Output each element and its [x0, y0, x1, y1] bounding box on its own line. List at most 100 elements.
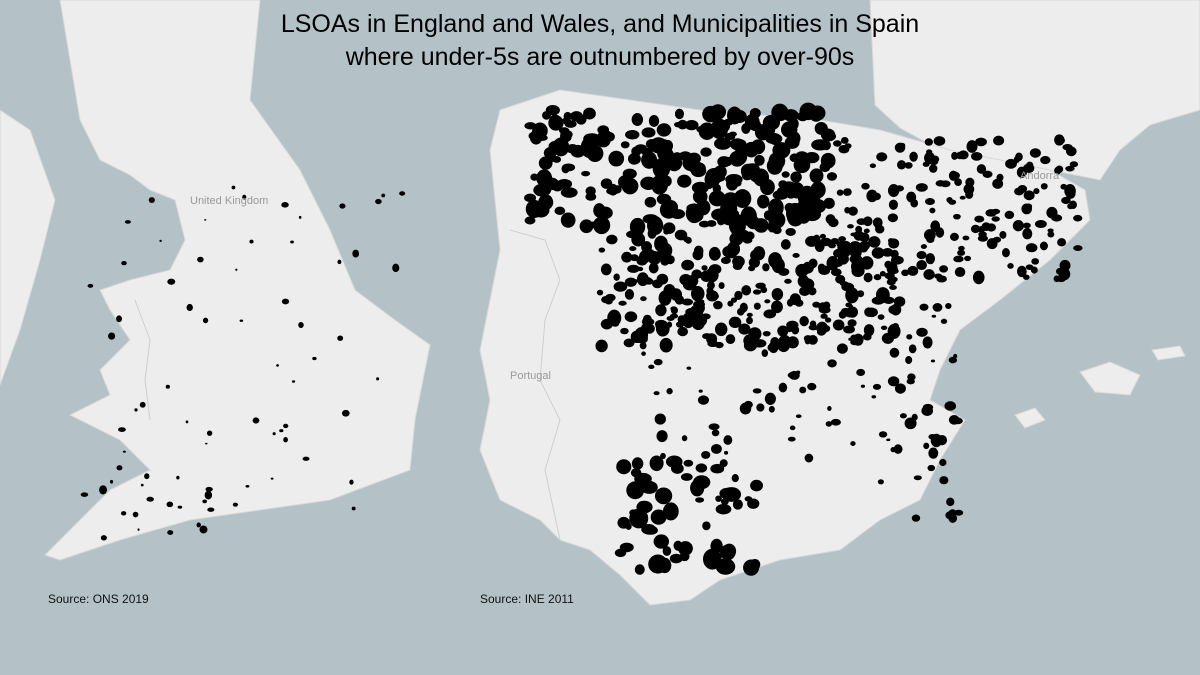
highlighted-area	[538, 156, 553, 170]
highlighted-area	[597, 125, 610, 135]
highlighted-area	[634, 144, 647, 152]
highlighted-area	[836, 241, 846, 248]
highlighted-area	[684, 119, 699, 131]
highlighted-area	[596, 289, 604, 296]
highlighted-area	[616, 459, 632, 475]
highlighted-area	[812, 234, 821, 244]
highlighted-area	[724, 450, 729, 455]
highlighted-area	[750, 479, 764, 492]
highlighted-area	[177, 505, 183, 509]
highlighted-area	[971, 152, 983, 161]
map-title: LSOAs in England and Wales, and Municipa…	[0, 8, 1200, 74]
highlighted-area	[629, 508, 649, 529]
highlighted-area	[948, 415, 960, 425]
highlighted-area	[910, 199, 919, 208]
highlighted-area	[732, 255, 745, 268]
highlighted-area	[352, 249, 360, 258]
highlighted-area	[784, 278, 792, 284]
highlighted-area	[186, 303, 193, 312]
highlighted-area	[747, 498, 760, 509]
highlighted-area	[647, 251, 662, 265]
highlighted-area	[564, 120, 577, 128]
highlighted-area	[717, 156, 731, 168]
highlighted-area	[877, 314, 885, 320]
highlighted-area	[1057, 238, 1067, 247]
highlighted-area	[639, 342, 647, 350]
highlighted-area	[1067, 203, 1074, 210]
highlighted-area	[281, 298, 290, 305]
highlighted-area	[920, 244, 928, 249]
highlighted-area	[242, 194, 247, 200]
highlighted-area	[148, 197, 155, 203]
highlighted-area	[167, 530, 174, 535]
highlighted-area	[771, 103, 789, 122]
highlighted-area	[946, 497, 955, 507]
highlighted-area	[976, 164, 987, 174]
highlighted-area	[752, 388, 762, 394]
highlighted-area	[585, 186, 596, 196]
highlighted-area	[232, 502, 239, 507]
highlighted-area	[881, 247, 894, 257]
highlighted-area	[756, 403, 765, 412]
highlighted-area	[958, 245, 965, 251]
highlighted-area	[399, 191, 406, 196]
highlighted-area	[764, 299, 771, 304]
highlighted-area	[715, 495, 722, 502]
highlighted-area	[876, 152, 888, 162]
highlighted-area	[167, 278, 176, 285]
highlighted-area	[945, 302, 952, 310]
highlighted-area	[351, 506, 356, 511]
highlighted-area	[614, 548, 627, 558]
highlighted-area	[913, 475, 922, 481]
highlighted-area	[882, 296, 895, 304]
highlighted-area	[892, 323, 900, 330]
highlighted-area	[595, 131, 611, 148]
highlighted-area	[991, 216, 1000, 222]
highlighted-area	[558, 127, 570, 134]
highlighted-area	[653, 391, 660, 396]
highlighted-area	[204, 219, 207, 221]
highlighted-area	[799, 315, 809, 327]
highlighted-area	[140, 483, 144, 487]
highlighted-area	[634, 564, 645, 575]
highlighted-area	[681, 435, 688, 442]
highlighted-area	[337, 335, 344, 341]
highlighted-area	[884, 272, 895, 280]
highlighted-area	[302, 456, 310, 461]
highlighted-area	[972, 270, 985, 285]
highlighted-area	[626, 481, 645, 500]
highlighted-area	[934, 273, 943, 279]
highlighted-area	[701, 450, 711, 459]
highlighted-area	[1034, 220, 1047, 229]
highlighted-area	[205, 442, 208, 445]
highlighted-area	[742, 236, 753, 244]
highlighted-area	[856, 218, 867, 226]
highlighted-area	[982, 170, 993, 178]
highlighted-area	[1040, 155, 1051, 165]
highlighted-area	[760, 286, 768, 294]
highlighted-area	[641, 351, 646, 356]
highlighted-area	[712, 183, 722, 194]
highlighted-area	[823, 325, 831, 332]
highlighted-area	[1023, 274, 1030, 280]
highlighted-area	[695, 497, 705, 503]
highlighted-area	[825, 214, 836, 225]
highlighted-area	[819, 233, 826, 239]
highlighted-area	[916, 259, 927, 271]
highlighted-area	[1016, 265, 1027, 278]
highlighted-area	[807, 338, 817, 344]
highlighted-area	[698, 122, 716, 140]
highlighted-area	[748, 327, 762, 341]
highlighted-area	[848, 241, 863, 256]
highlighted-area	[799, 286, 811, 297]
highlighted-area	[922, 161, 930, 167]
highlighted-area	[337, 259, 342, 265]
highlighted-area	[827, 257, 838, 267]
highlighted-area	[1029, 148, 1041, 158]
highlighted-area	[625, 130, 640, 140]
highlighted-area	[833, 140, 842, 147]
highlighted-area	[789, 370, 800, 380]
highlighted-area	[1047, 228, 1054, 233]
highlighted-area	[710, 463, 725, 474]
highlighted-area	[768, 198, 784, 217]
